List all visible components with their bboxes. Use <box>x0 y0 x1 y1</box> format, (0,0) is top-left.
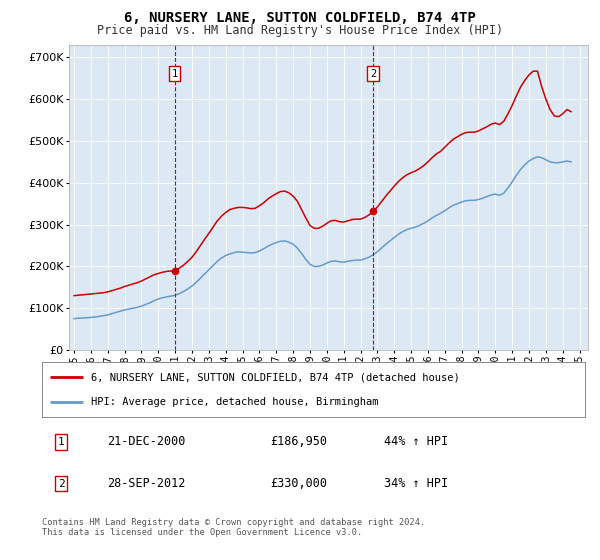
Text: Price paid vs. HM Land Registry's House Price Index (HPI): Price paid vs. HM Land Registry's House … <box>97 24 503 36</box>
Text: 2: 2 <box>58 479 64 488</box>
Text: 44% ↑ HPI: 44% ↑ HPI <box>384 435 448 449</box>
Text: 1: 1 <box>172 69 178 79</box>
Text: £186,950: £186,950 <box>270 435 327 449</box>
Text: 2: 2 <box>370 69 376 79</box>
Text: HPI: Average price, detached house, Birmingham: HPI: Average price, detached house, Birm… <box>91 398 379 407</box>
Text: 28-SEP-2012: 28-SEP-2012 <box>107 477 185 490</box>
Text: 6, NURSERY LANE, SUTTON COLDFIELD, B74 4TP (detached house): 6, NURSERY LANE, SUTTON COLDFIELD, B74 4… <box>91 372 460 382</box>
Text: 6, NURSERY LANE, SUTTON COLDFIELD, B74 4TP: 6, NURSERY LANE, SUTTON COLDFIELD, B74 4… <box>124 11 476 25</box>
Text: Contains HM Land Registry data © Crown copyright and database right 2024.
This d: Contains HM Land Registry data © Crown c… <box>42 518 425 538</box>
Text: 1: 1 <box>58 437 64 447</box>
Text: £330,000: £330,000 <box>270 477 327 490</box>
Text: 34% ↑ HPI: 34% ↑ HPI <box>384 477 448 490</box>
Text: 21-DEC-2000: 21-DEC-2000 <box>107 435 185 449</box>
